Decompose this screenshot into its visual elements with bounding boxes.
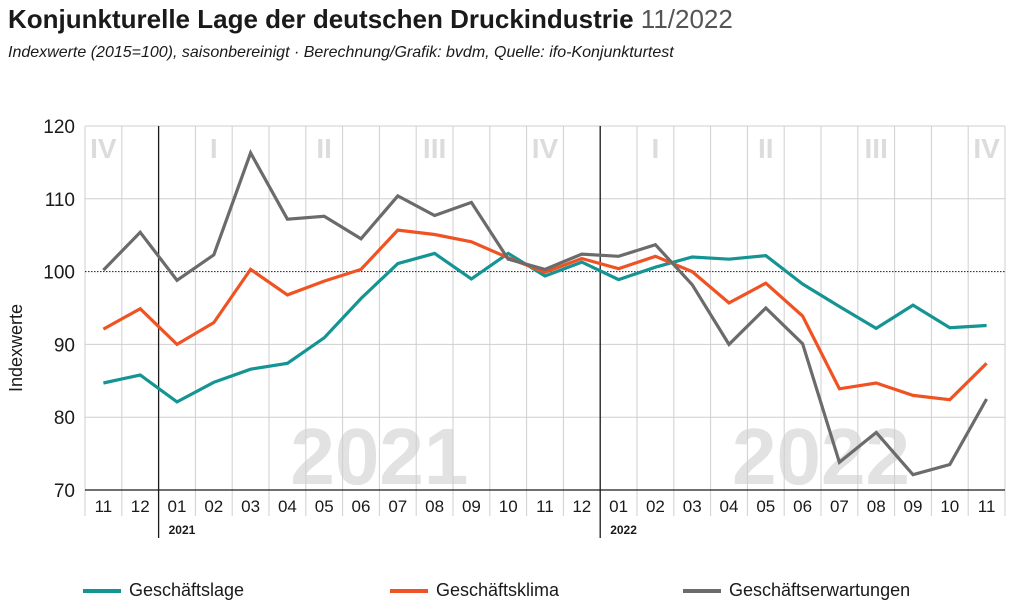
quarter-label: IV bbox=[90, 133, 117, 164]
series-line-geschaeftslage bbox=[103, 251, 987, 404]
chart-title: Konjunkturelle Lage der deutschen Drucki… bbox=[8, 4, 733, 35]
y-tick-label: 100 bbox=[43, 263, 75, 284]
x-tick-label: 02 bbox=[646, 497, 665, 516]
chart-title-main: Konjunkturelle Lage der deutschen Drucki… bbox=[8, 4, 634, 34]
quarter-label: III bbox=[423, 133, 446, 164]
legend-item: Geschäftslage bbox=[83, 580, 244, 601]
quarter-label: I bbox=[652, 133, 660, 164]
y-tick-label: 80 bbox=[54, 408, 75, 429]
x-tick-label: 12 bbox=[572, 497, 591, 516]
legend-label: Geschäftslage bbox=[129, 580, 245, 600]
legend-swatch bbox=[683, 588, 721, 593]
x-tick-label: 07 bbox=[830, 497, 849, 516]
year-label: 2022 bbox=[610, 523, 637, 537]
x-tick-label: 10 bbox=[940, 497, 959, 516]
x-tick-label: 05 bbox=[315, 497, 334, 516]
quarter-label: II bbox=[316, 133, 332, 164]
x-tick-label: 08 bbox=[867, 497, 886, 516]
y-tick-label: 70 bbox=[54, 481, 75, 502]
x-tick-label: 03 bbox=[241, 497, 260, 516]
series-line-geschaeftsklima bbox=[102, 228, 988, 402]
y-axis-label: Indexwerte bbox=[6, 304, 26, 392]
legend-item: Geschäftsklima bbox=[390, 580, 559, 601]
quarter-label: IV bbox=[973, 133, 1000, 164]
x-tick-label: 01 bbox=[609, 497, 628, 516]
quarter-label: II bbox=[758, 133, 774, 164]
x-tick-label: 07 bbox=[388, 497, 407, 516]
legend: Geschäftslage Geschäftsklima Geschäftserwa… bbox=[0, 580, 1024, 606]
quarter-label: IV bbox=[532, 133, 559, 164]
x-tick-label: 06 bbox=[793, 497, 812, 516]
legend-item: Geschäftserwartungen bbox=[683, 580, 910, 601]
x-tick-label: 12 bbox=[131, 497, 150, 516]
year-label: 2021 bbox=[169, 523, 196, 537]
series-line-geschaeftserwartungen bbox=[102, 149, 988, 477]
x-tick-label: 11 bbox=[978, 497, 996, 516]
legend-swatch bbox=[83, 588, 121, 593]
legend-label: Geschäftserwartungen bbox=[729, 580, 911, 600]
x-tick-label: 01 bbox=[168, 497, 187, 516]
quarter-label: III bbox=[865, 133, 888, 164]
x-tick-label: 11 bbox=[95, 497, 113, 516]
x-tick-label: 04 bbox=[278, 497, 297, 516]
legend-swatch bbox=[390, 588, 428, 593]
x-tick-label: 10 bbox=[499, 497, 518, 516]
y-tick-label: 120 bbox=[43, 117, 75, 138]
legend-label: Geschäftsklima bbox=[436, 580, 560, 600]
quarter-label: I bbox=[210, 133, 218, 164]
y-tick-label: 110 bbox=[45, 190, 75, 211]
chart-title-suffix: 11/2022 bbox=[640, 4, 733, 34]
y-tick-label: 90 bbox=[54, 335, 75, 356]
x-tick-label: 04 bbox=[720, 497, 739, 516]
x-tick-label: 11 bbox=[536, 497, 554, 516]
x-tick-label: 03 bbox=[683, 497, 702, 516]
x-tick-label: 09 bbox=[904, 497, 923, 516]
x-tick-label: 05 bbox=[756, 497, 775, 516]
x-tick-label: 06 bbox=[352, 497, 371, 516]
x-tick-label: 02 bbox=[204, 497, 223, 516]
x-tick-label: 09 bbox=[462, 497, 481, 516]
chart-subtitle: Indexwerte (2015=100), saisonbereinigt ·… bbox=[8, 44, 674, 61]
x-tick-label: 08 bbox=[425, 497, 444, 516]
